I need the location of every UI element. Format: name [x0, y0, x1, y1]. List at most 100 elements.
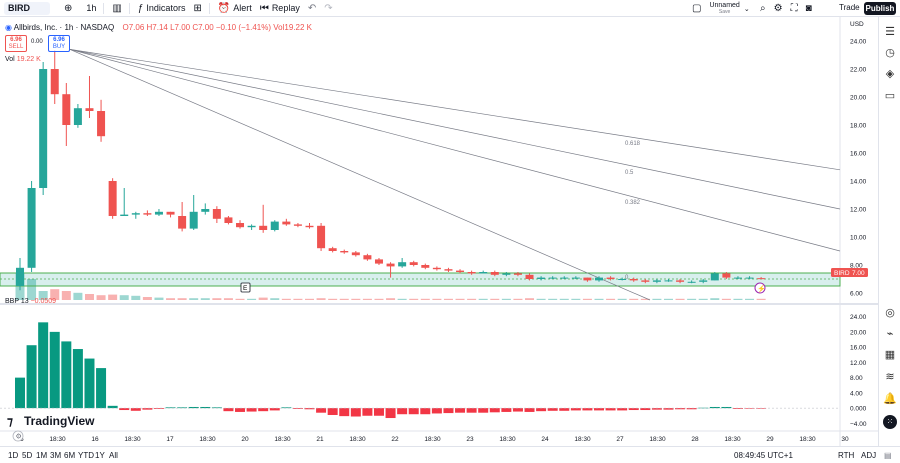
bbp-bar — [536, 408, 547, 412]
undo-icon[interactable]: ↶ — [307, 2, 317, 14]
sell-button[interactable]: 6.96 SELL — [5, 35, 27, 52]
range-button-5d[interactable]: 5D — [22, 451, 33, 460]
range-button-6m[interactable]: 6M — [64, 451, 76, 460]
candle-body — [699, 280, 708, 282]
volume-bar — [397, 298, 407, 300]
range-button-1d[interactable]: 1D — [8, 451, 19, 460]
session-button[interactable]: RTH — [838, 451, 855, 460]
range-button-ytd[interactable]: YTD — [78, 451, 94, 460]
bbp-bar — [362, 408, 373, 416]
bbp-bar — [15, 377, 25, 409]
quick-search-icon[interactable]: ⌕ — [760, 3, 766, 14]
pulse-icon[interactable]: ⌁ — [886, 328, 894, 340]
bbp-bar — [686, 408, 697, 410]
target-icon[interactable]: ◎ — [885, 307, 895, 319]
layers-icon[interactable]: ◈ — [885, 68, 895, 80]
bbp-bar — [709, 406, 720, 409]
layout-status: Save — [718, 8, 731, 15]
time-tick-label: 18:30 — [49, 436, 66, 443]
apps-grid-icon[interactable]: ⁙ — [883, 415, 897, 429]
candle-body — [85, 108, 94, 111]
bbp-bar — [478, 408, 489, 413]
date-range-icon[interactable]: ▤ — [884, 451, 892, 460]
volume-bar — [745, 298, 755, 300]
candle-body — [178, 216, 187, 229]
volume-bar — [478, 298, 488, 300]
candle-body — [39, 69, 48, 188]
candle-body — [154, 211, 163, 215]
chart-area[interactable]: 0.618 0.5 0.382 0 USD 24.00 22.00 20.00 18.00 16… — [0, 17, 878, 446]
settings-gear-icon[interactable]: ⚙ — [773, 3, 783, 14]
candle-body — [97, 111, 106, 137]
volume-bar — [548, 298, 558, 300]
event-marker[interactable]: E — [240, 282, 251, 293]
interval-button[interactable]: 1h — [86, 3, 97, 13]
lightning-icon[interactable]: ⚡ — [754, 282, 766, 294]
compare-plus-icon[interactable]: ⊕ — [64, 2, 73, 14]
time-tick-label: 18:30 — [574, 436, 591, 443]
candle-body — [560, 277, 569, 279]
trade-button[interactable]: Trade — [839, 3, 860, 12]
alert-button[interactable]: Alert — [233, 3, 252, 13]
bbp-bar — [292, 408, 303, 409]
symbol-search[interactable]: BIRD — [4, 1, 50, 15]
candle-body — [340, 251, 349, 253]
bbp-bar — [373, 408, 384, 416]
candle-body — [722, 273, 731, 278]
spread-value: 0.00 — [31, 39, 43, 45]
bbp-bar — [628, 408, 639, 411]
volume-bar — [432, 298, 442, 300]
range-button-all[interactable]: All — [109, 451, 118, 460]
candle-body — [236, 223, 245, 228]
tradingview-logo: ⁊ TradingView — [7, 414, 95, 428]
layout-grid-icon[interactable]: ⊞ — [193, 2, 202, 14]
fib-fan: 0.618 0.5 0.382 0 — [69, 49, 841, 301]
bbp-bar — [316, 408, 327, 413]
calendar-icon[interactable]: ▦ — [884, 349, 896, 361]
volume-bar — [316, 298, 326, 300]
snapshot-camera-icon[interactable]: ◙ — [805, 3, 812, 14]
indicators-icon[interactable]: ƒ — [137, 2, 144, 14]
bbp-bar — [107, 405, 118, 409]
chevron-down-icon[interactable]: ⌄ — [743, 5, 750, 13]
candle-body — [606, 277, 615, 279]
watchlist-icon[interactable]: ☰ — [885, 26, 895, 38]
time-tick-label: 18:30 — [424, 436, 441, 443]
candle-body — [710, 273, 719, 281]
range-button-3m[interactable]: 3M — [50, 451, 62, 460]
bbp-bar — [501, 408, 512, 412]
candles-icon[interactable]: ▥ — [112, 2, 122, 14]
volume-bar — [281, 298, 291, 300]
range-button-1y[interactable]: 1Y — [95, 451, 105, 460]
volume-bar — [223, 298, 233, 300]
volume-bar — [756, 298, 766, 300]
time-tick-label: 18:30 — [649, 436, 666, 443]
chat-icon[interactable]: ▭ — [884, 90, 896, 102]
candle-body — [201, 209, 210, 212]
redo-icon[interactable]: ↷ — [324, 2, 333, 14]
bbp-bar — [547, 408, 558, 411]
layout-selector[interactable]: ▢ Unnamed Save ⌄ — [692, 0, 750, 17]
price-tag-symbol: BIRD — [834, 270, 850, 277]
alert-clock-icon[interactable]: ⏰ — [217, 2, 231, 14]
indicators-button[interactable]: Indicators — [146, 3, 186, 13]
notifications-bell-icon[interactable]: 🔔 — [883, 393, 897, 405]
adjust-button[interactable]: ADJ — [861, 451, 877, 460]
replay-icon[interactable]: ⏮ — [259, 2, 269, 14]
volume-bar — [27, 279, 37, 300]
timezone-clock[interactable]: 08:49:45 UTC+1 — [734, 451, 793, 460]
fullscreen-icon[interactable]: ⛶ — [790, 3, 798, 14]
broadcast-icon[interactable]: ≋ — [885, 371, 895, 383]
replay-button[interactable]: Replay — [271, 3, 300, 13]
bbp-settings-icon[interactable]: ⚙ — [12, 430, 24, 442]
volume-bar — [490, 298, 500, 300]
candle-body — [386, 263, 395, 267]
fib-fan-line — [69, 49, 841, 210]
price-tick-label: 18.00 — [850, 123, 867, 130]
buy-button[interactable]: 6.96 BUY — [48, 35, 70, 52]
publish-button[interactable]: Publish — [864, 2, 896, 15]
candle-body — [27, 188, 36, 268]
bbp-bar — [26, 345, 37, 409]
range-button-1m[interactable]: 1M — [36, 451, 48, 460]
alerts-clock-icon[interactable]: ◷ — [885, 47, 895, 59]
